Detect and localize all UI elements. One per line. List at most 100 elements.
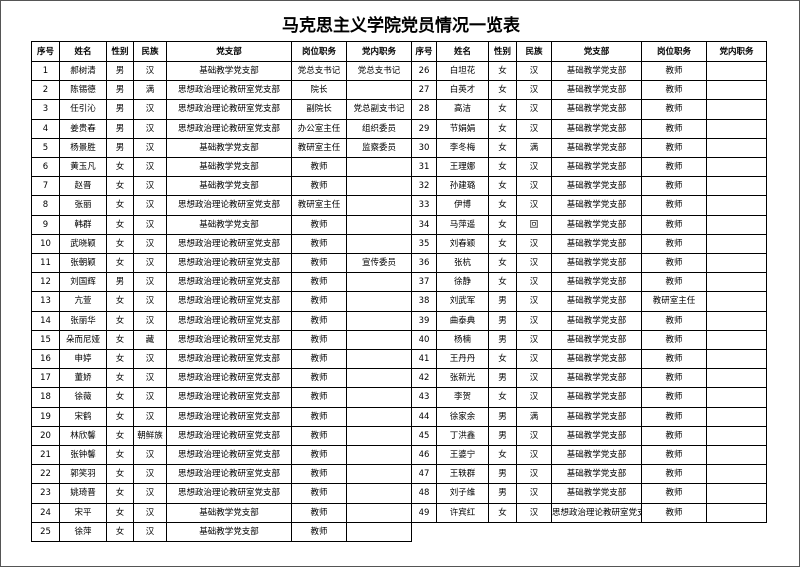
table-cell: 党总副支书记 (346, 99, 412, 120)
table-cell: 王轶群 (436, 464, 489, 485)
table-cell: 郝树清 (59, 61, 107, 82)
table-cell: 3 (31, 99, 60, 120)
table-cell: 教师 (641, 195, 707, 216)
table-cell: 2 (31, 80, 60, 101)
table-cell: 刘国辉 (59, 272, 107, 293)
table-cell: 教师 (291, 387, 347, 408)
table-cell: 教师 (641, 425, 707, 446)
table-cell (706, 157, 767, 178)
table-cell (706, 80, 767, 101)
table-cell: 49 (411, 502, 437, 523)
table-cell: 黄玉凡 (59, 157, 107, 178)
header-cell: 党内职务 (706, 41, 767, 62)
table-cell: 基础教学党支部 (551, 464, 642, 485)
table-cell: 思想政治理论教研室党支部 (166, 291, 292, 312)
table-cell: 23 (31, 483, 60, 504)
table-cell: 汉 (133, 483, 167, 504)
table-cell: 基础教学党支部 (551, 157, 642, 178)
table-cell: 孙建璐 (436, 176, 489, 197)
table-cell: 24 (31, 502, 60, 523)
table-cell: 思想政治理论教研室党支部 (166, 368, 292, 389)
table-cell: 37 (411, 272, 437, 293)
table-cell: 46 (411, 445, 437, 466)
table-cell: 汉 (516, 176, 552, 197)
table-cell: 41 (411, 349, 437, 370)
table-cell: 白坦花 (436, 61, 489, 82)
table-cell: 汉 (133, 157, 167, 178)
table-cell: 教研室主任 (291, 137, 347, 158)
table-cell: 汉 (516, 464, 552, 485)
table-cell: 教师 (291, 483, 347, 504)
table-cell (346, 464, 412, 485)
table-cell: 男 (488, 464, 517, 485)
table-cell: 6 (31, 157, 60, 178)
table-cell: 教师 (291, 502, 347, 523)
table-cell (346, 502, 412, 523)
table-cell: 30 (411, 137, 437, 158)
table-cell: 武晓颖 (59, 233, 107, 254)
table-cell: 男 (488, 291, 517, 312)
table-cell: 教研室主任 (291, 195, 347, 216)
table-cell: 党总支书记 (346, 61, 412, 82)
table-cell: 基础教学党支部 (551, 387, 642, 408)
table-cell: 基础教学党支部 (551, 61, 642, 82)
table-cell: 女 (488, 137, 517, 158)
table-cell: 34 (411, 214, 437, 235)
table-cell: 白英才 (436, 80, 489, 101)
table-cell: 藏 (133, 329, 167, 350)
table-cell: 汉 (516, 368, 552, 389)
table-cell: 赵晋 (59, 176, 107, 197)
header-cell: 党支部 (166, 41, 292, 62)
table-cell (346, 291, 412, 312)
table-cell: 基础教学党支部 (551, 176, 642, 197)
table-cell: 王理娜 (436, 157, 489, 178)
table-cell: 教师 (641, 483, 707, 504)
table-cell: 10 (31, 233, 60, 254)
table-cell: 汉 (133, 291, 167, 312)
table-cell (346, 387, 412, 408)
table-cell: 汉 (133, 502, 167, 523)
table-cell: 满 (516, 406, 552, 427)
table-cell: 女 (488, 195, 517, 216)
table-cell: 教师 (291, 406, 347, 427)
table-cell: 教师 (641, 406, 707, 427)
table-cell (706, 99, 767, 120)
table-cell: 教师 (291, 176, 347, 197)
table-cell: 教师 (641, 233, 707, 254)
table-cell: 教研室主任 (641, 291, 707, 312)
table-cell: 基础教学党支部 (166, 137, 292, 158)
table-cell: 汉 (516, 483, 552, 504)
table-cell: 张杭 (436, 253, 489, 274)
table-cell (706, 425, 767, 446)
table-cell: 基础教学党支部 (551, 253, 642, 274)
table-cell: 郭笑羽 (59, 464, 107, 485)
table-cell: 王丹丹 (436, 349, 489, 370)
table-cell: 女 (488, 99, 517, 120)
table-cell: 女 (488, 502, 517, 523)
table-cell: 汉 (133, 233, 167, 254)
table-cell (706, 329, 767, 350)
table-cell: 22 (31, 464, 60, 485)
table-cell (706, 310, 767, 331)
table-cell (706, 483, 767, 504)
table-cell: 男 (106, 61, 134, 82)
table-cell: 36 (411, 253, 437, 274)
table-cell: 女 (106, 329, 134, 350)
table-cell: 教师 (641, 80, 707, 101)
header-cell: 党内职务 (346, 41, 412, 62)
table-cell: 31 (411, 157, 437, 178)
table-cell: 汉 (133, 137, 167, 158)
table-cell: 汉 (133, 99, 167, 120)
table-cell: 女 (488, 157, 517, 178)
table-cell: 曲泰典 (436, 310, 489, 331)
table-cell: 15 (31, 329, 60, 350)
table-cell (346, 157, 412, 178)
table-cell: 40 (411, 329, 437, 350)
table-cell: 8 (31, 195, 60, 216)
table-cell: 李贺 (436, 387, 489, 408)
table-cell: 思想政治理论教研室党支部 (166, 445, 292, 466)
table-cell: 女 (488, 253, 517, 274)
table-cell (346, 483, 412, 504)
table-cell: 教师 (641, 61, 707, 82)
table-cell: 满 (516, 137, 552, 158)
